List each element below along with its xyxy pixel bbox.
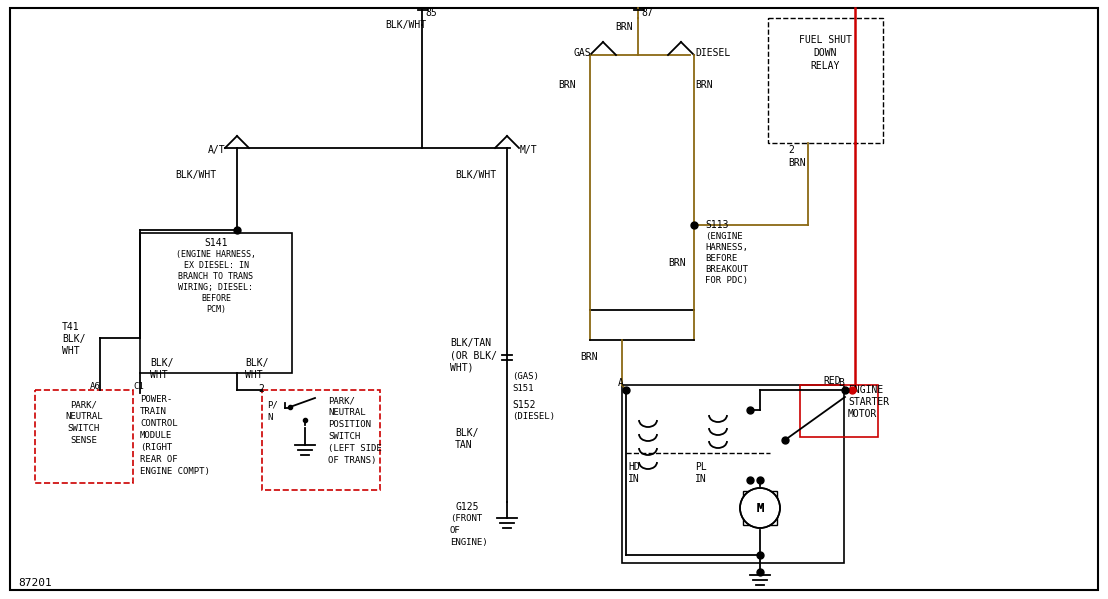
Circle shape [740, 488, 780, 528]
Text: BLK/WHT: BLK/WHT [384, 20, 427, 30]
Text: BLK/: BLK/ [62, 334, 85, 344]
Text: HARNESS,: HARNESS, [705, 243, 748, 252]
Text: G125: G125 [455, 502, 479, 512]
Text: (ENGINE: (ENGINE [705, 232, 742, 241]
Text: RED: RED [823, 376, 841, 386]
Bar [800, 385, 878, 437]
Text: TRAIN: TRAIN [140, 407, 167, 416]
Text: NEUTRAL: NEUTRAL [65, 412, 103, 421]
Text: 2: 2 [258, 384, 264, 394]
Bar [743, 491, 777, 525]
Text: DIESEL: DIESEL [695, 48, 730, 58]
Text: REAR OF: REAR OF [140, 455, 177, 464]
Text: (DIESEL): (DIESEL) [512, 412, 555, 421]
Text: WHT: WHT [150, 370, 167, 380]
Text: 87: 87 [642, 8, 653, 18]
Text: FOR PDC): FOR PDC) [705, 276, 748, 285]
Text: P/: P/ [267, 400, 278, 409]
Text: BRN: BRN [579, 352, 597, 362]
Text: N: N [267, 413, 273, 422]
Text: OF: OF [450, 526, 461, 535]
Text: DOWN: DOWN [813, 48, 837, 58]
Text: HD: HD [628, 462, 639, 472]
Text: EX DIESEL: IN: EX DIESEL: IN [184, 261, 248, 270]
Text: SWITCH: SWITCH [68, 424, 100, 433]
Bar [35, 390, 133, 483]
Text: SENSE: SENSE [71, 436, 98, 445]
Bar [622, 385, 844, 563]
Text: BRN: BRN [615, 22, 633, 32]
Text: POWER-: POWER- [140, 395, 172, 404]
Text: BLK/WHT: BLK/WHT [175, 170, 216, 180]
Text: A6: A6 [90, 382, 101, 391]
Text: M: M [757, 501, 763, 515]
Text: WIRING; DIESEL:: WIRING; DIESEL: [178, 283, 254, 292]
Text: A: A [618, 378, 624, 388]
Text: BLK/WHT: BLK/WHT [455, 170, 496, 180]
Text: S151: S151 [512, 384, 533, 393]
Text: BEFORE: BEFORE [705, 254, 737, 263]
Text: BLK/TAN: BLK/TAN [450, 338, 491, 348]
Text: S113: S113 [705, 220, 728, 230]
Text: FUEL SHUT: FUEL SHUT [799, 35, 851, 45]
Text: ENGINE: ENGINE [848, 385, 883, 395]
Text: A/T: A/T [208, 145, 226, 155]
Text: 85: 85 [425, 8, 437, 18]
Text: 2: 2 [788, 145, 793, 155]
Text: PARK/: PARK/ [71, 400, 98, 409]
Text: ENGINE COMPT): ENGINE COMPT) [140, 467, 209, 476]
Text: T41: T41 [62, 322, 80, 332]
Text: NEUTRAL: NEUTRAL [328, 408, 366, 417]
Text: SWITCH: SWITCH [328, 432, 360, 441]
Text: (RIGHT: (RIGHT [140, 443, 172, 452]
Text: BRN: BRN [695, 80, 712, 90]
Text: (OR BLK/: (OR BLK/ [450, 350, 497, 360]
Bar [261, 390, 380, 490]
Text: ENGINE): ENGINE) [450, 538, 488, 547]
Bar [140, 233, 293, 373]
Text: WHT: WHT [62, 346, 80, 356]
Bar [768, 18, 883, 143]
Text: WHT): WHT) [450, 362, 473, 372]
Text: BLK/: BLK/ [455, 428, 479, 438]
Text: BLK/: BLK/ [245, 358, 268, 368]
Text: M/T: M/T [520, 145, 537, 155]
Text: S141: S141 [204, 238, 228, 248]
Text: PARK/: PARK/ [328, 396, 355, 405]
Text: BRANCH TO TRANS: BRANCH TO TRANS [178, 272, 254, 281]
Text: BRN: BRN [558, 80, 576, 90]
Text: STARTER: STARTER [848, 397, 889, 407]
Text: RELAY: RELAY [810, 61, 840, 71]
Text: IN: IN [695, 474, 707, 484]
Text: (ENGINE HARNESS,: (ENGINE HARNESS, [176, 250, 256, 259]
Text: WHT: WHT [245, 370, 263, 380]
Text: POSITION: POSITION [328, 420, 371, 429]
Text: BLK/: BLK/ [150, 358, 174, 368]
Text: MOTOR: MOTOR [848, 409, 878, 419]
Text: BRN: BRN [788, 158, 806, 168]
Text: (LEFT SIDE: (LEFT SIDE [328, 444, 382, 453]
Text: 87201: 87201 [18, 578, 52, 588]
Text: B: B [838, 378, 844, 388]
Text: GAS: GAS [573, 48, 591, 58]
Text: PL: PL [695, 462, 707, 472]
Text: OF TRANS): OF TRANS) [328, 456, 377, 465]
Text: CONTROL: CONTROL [140, 419, 177, 428]
Text: M: M [757, 501, 763, 515]
Text: IN: IN [628, 474, 639, 484]
Text: PCM): PCM) [206, 305, 226, 314]
Text: (GAS): (GAS) [512, 372, 538, 381]
Text: MODULE: MODULE [140, 431, 172, 440]
Text: BREAKOUT: BREAKOUT [705, 265, 748, 274]
Text: C1: C1 [133, 382, 144, 391]
Text: BEFORE: BEFORE [201, 294, 230, 303]
Text: S152: S152 [512, 400, 535, 410]
Text: (FRONT: (FRONT [450, 514, 482, 523]
Text: TAN: TAN [455, 440, 473, 450]
Text: BRN: BRN [668, 258, 686, 268]
